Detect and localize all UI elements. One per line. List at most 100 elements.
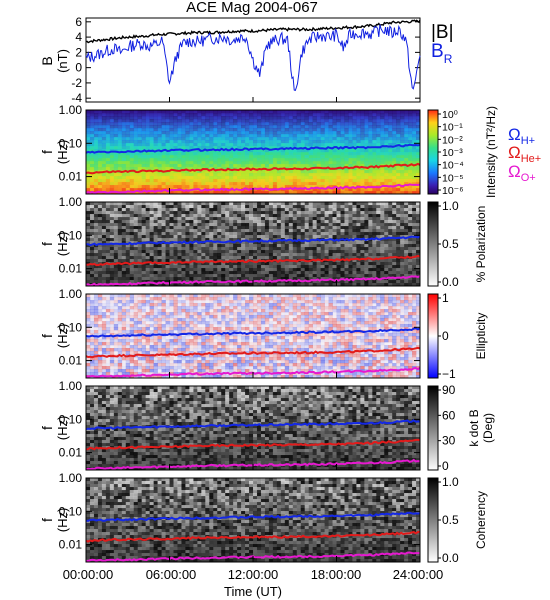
spectrogram-cell (113, 247, 119, 251)
spectrogram-texture (86, 294, 421, 379)
spectrogram-cell (217, 155, 222, 159)
spectrogram-cell (161, 274, 166, 278)
spectrogram-cell (181, 223, 186, 227)
spectrogram-cell (89, 253, 95, 257)
spectrogram-cell (197, 208, 202, 212)
spectrogram-cell (372, 265, 377, 269)
spectrogram-cell (193, 167, 198, 171)
spectrogram-cell (356, 134, 361, 138)
spectrogram-cell (89, 155, 95, 159)
spectrogram-cell (364, 268, 369, 272)
spectrogram-cell (221, 250, 226, 254)
spectrogram-cell (121, 182, 127, 186)
spectrogram-cell (268, 173, 274, 177)
spectrogram-cell (332, 253, 337, 257)
spectrogram-cell (133, 116, 138, 120)
spectrogram-cell (169, 262, 174, 266)
spectrogram-cell (113, 250, 119, 254)
spectrogram-cell (324, 217, 329, 221)
spectrogram-cell (117, 247, 123, 251)
spectrogram-cell (384, 119, 389, 123)
spectrogram-cell (217, 140, 222, 144)
spectrogram-cell (280, 176, 286, 180)
spectrogram-cell (145, 283, 150, 287)
spectrogram-cell (153, 191, 158, 195)
spectrogram-cell (328, 241, 333, 245)
spectrogram-cell (328, 143, 333, 147)
spectrogram-cell (340, 170, 345, 174)
spectrogram-cell (125, 220, 131, 224)
spectrogram-cell (344, 131, 349, 135)
spectrogram-cell (400, 137, 405, 141)
spectrogram-cell (141, 226, 146, 230)
spectrogram-cell (125, 143, 131, 147)
spectrogram-cell (89, 170, 95, 174)
spectrogram-cell (364, 158, 369, 162)
spectrogram-cell (412, 202, 417, 206)
spectrogram-cell (340, 274, 345, 278)
spectrogram-cell (169, 259, 174, 263)
spectrogram-cell (308, 170, 313, 174)
spectrogram-cell (336, 262, 341, 266)
spectrogram-cell (145, 226, 150, 230)
spectrogram-cell (300, 220, 305, 224)
spectrogram-cell (105, 182, 111, 186)
spectrogram-cell (324, 179, 329, 183)
spectrogram-cell (117, 173, 123, 177)
spectrogram-cell (320, 122, 325, 126)
spectrogram-cell (105, 185, 111, 189)
spectrogram-cell (229, 182, 234, 186)
spectrogram-cell (86, 250, 91, 254)
spectrogram-cell (177, 191, 182, 195)
spectrogram-cell (249, 223, 254, 227)
spectrogram-cell (416, 185, 421, 189)
spectrogram-cell (141, 191, 146, 195)
spectrogram-cell (292, 137, 298, 141)
spectrogram-cell (129, 241, 135, 245)
spectrogram-cell (280, 179, 286, 183)
spectrogram-cell (396, 232, 401, 236)
spectrogram-cell (256, 208, 262, 212)
spectrogram-cell (141, 274, 146, 278)
spectrogram-cell (89, 146, 95, 150)
spectrogram-cell (332, 271, 337, 275)
spectrogram-cell (344, 140, 349, 144)
spectrogram-cell (165, 232, 170, 236)
spectrogram-cell (400, 158, 405, 162)
spectrogram-cell (249, 235, 254, 239)
spectrogram-cell (412, 116, 417, 120)
spectrogram-cell (133, 223, 138, 227)
spectrogram-cell (404, 208, 409, 212)
spectrogram-cell (352, 167, 357, 171)
spectrogram-cell (408, 220, 413, 224)
spectrogram-cell (280, 244, 286, 248)
spectrogram-cell (209, 125, 214, 129)
spectrogram-cell (149, 152, 154, 156)
spectrogram-cell (320, 176, 325, 180)
spectrogram-cell (149, 155, 154, 159)
spectrogram-cell (149, 122, 154, 126)
spectrogram-cell (260, 122, 266, 126)
spectrogram-cell (181, 146, 186, 150)
spectrogram-cell (260, 265, 266, 269)
spectrogram-cell (324, 173, 329, 177)
spectrogram-cell (328, 131, 333, 135)
spectrogram-cell (225, 134, 230, 138)
spectrogram-cell (169, 223, 174, 227)
spectrogram-cell (260, 140, 266, 144)
spectrogram-cell (384, 170, 389, 174)
spectrogram-cell (316, 170, 321, 174)
spectrogram-cell (356, 214, 361, 218)
spectrogram-cell (416, 188, 421, 192)
spectrogram-cell (268, 226, 274, 230)
spectrogram-cell (109, 164, 115, 168)
spectrogram-cell (93, 202, 99, 206)
spectrogram-cell (89, 185, 95, 189)
spectrogram-cell (149, 182, 154, 186)
spectrogram-cell (400, 155, 405, 159)
spectrogram-cell (137, 110, 142, 114)
spectrogram-cell (93, 113, 99, 117)
spectrogram-cell (352, 134, 357, 138)
spectrogram-cell (209, 119, 214, 123)
